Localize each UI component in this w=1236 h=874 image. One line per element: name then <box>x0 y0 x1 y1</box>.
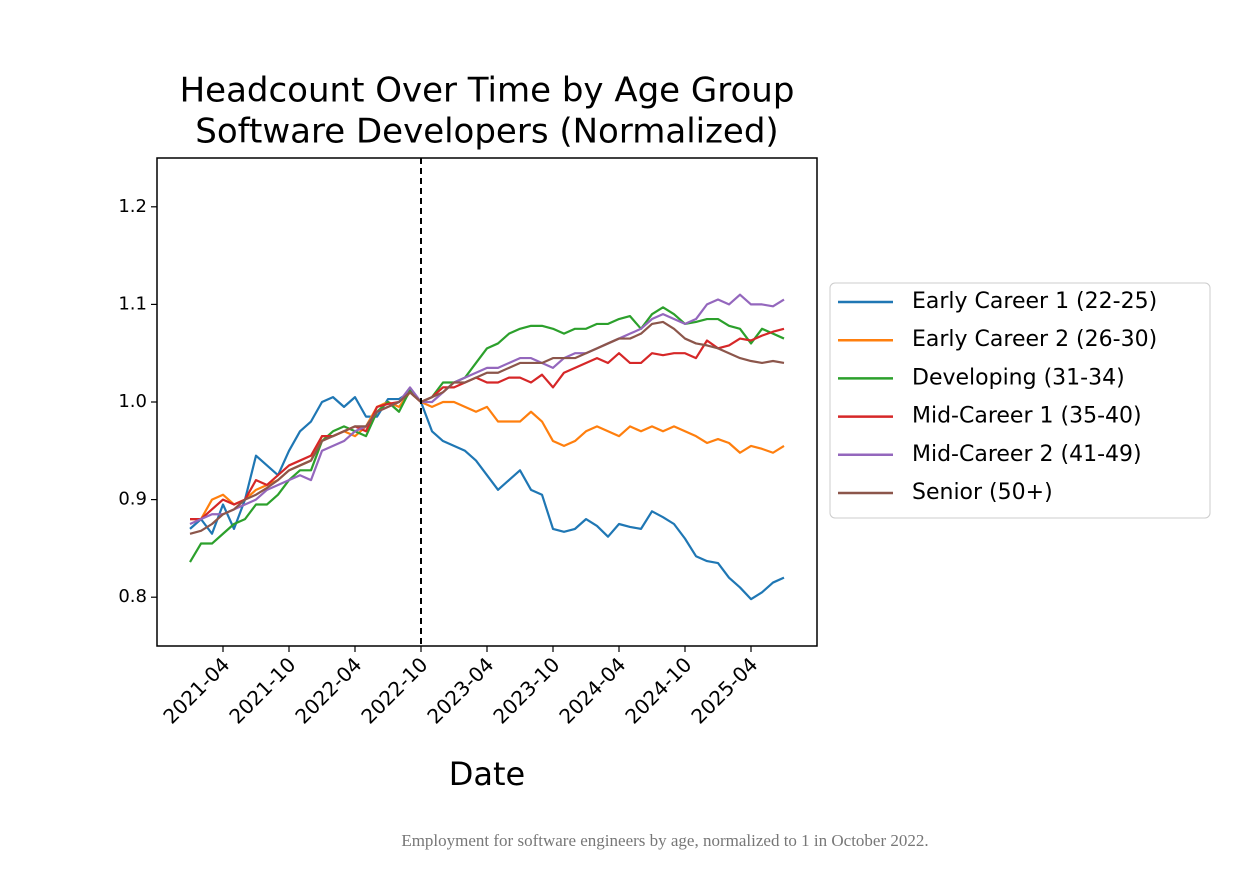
chart-subtitle: Software Developers (Normalized) <box>195 112 778 152</box>
series-line <box>189 391 785 601</box>
legend-label: Senior (50+) <box>912 480 1053 505</box>
legend-label: Early Career 2 (26-30) <box>912 327 1157 352</box>
legend-box <box>829 282 1211 519</box>
y-tick-label: 1.2 <box>118 196 147 217</box>
x-tick-label: 2022-04 <box>290 652 366 728</box>
series-line <box>189 293 785 526</box>
series-line <box>190 327 785 521</box>
x-tick-label: 2021-10 <box>224 652 300 728</box>
y-tick-label: 0.8 <box>118 586 147 607</box>
legend-label: Mid-Career 1 (35-40) <box>912 404 1142 429</box>
y-tick-label: 1.0 <box>118 391 147 412</box>
x-tick-label: 2021-04 <box>158 652 234 728</box>
legend-label: Early Career 1 (22-25) <box>912 289 1157 314</box>
x-tick-label: 2024-10 <box>620 652 696 728</box>
x-tick-label: 2023-04 <box>422 652 498 728</box>
legend-label: Mid-Career 2 (41-49) <box>912 442 1142 467</box>
y-tick-label: 1.1 <box>118 293 147 314</box>
x-axis-label: Date <box>449 755 525 793</box>
series-line <box>190 391 785 521</box>
series-line <box>189 320 785 535</box>
caption: Employment for software engineers by age… <box>401 831 928 850</box>
chart-title: Headcount Over Time by Age Group <box>180 71 795 111</box>
y-tick-label: 0.9 <box>118 489 147 510</box>
x-tick-label: 2022-10 <box>356 652 432 728</box>
x-tick-label: 2025-04 <box>686 652 762 728</box>
plot-frame <box>156 157 818 647</box>
x-tick-label: 2024-04 <box>554 652 630 728</box>
legend-label: Developing (31-34) <box>912 365 1125 390</box>
x-tick-label: 2023-10 <box>488 652 564 728</box>
